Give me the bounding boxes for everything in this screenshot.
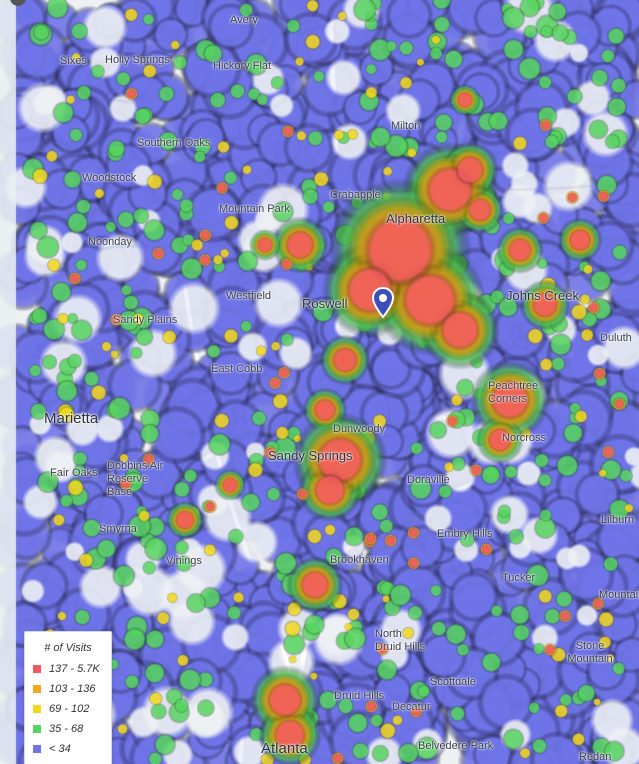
- place-label: Belvedere Park: [418, 740, 493, 752]
- legend-item: 69 - 102: [33, 702, 89, 716]
- place-label: Stone Mountain: [560, 640, 620, 666]
- legend-title: # of Visits: [25, 642, 111, 654]
- place-label: Atlanta: [261, 740, 308, 757]
- place-label: Doraville: [407, 474, 450, 486]
- place-label: Westfield: [226, 290, 271, 302]
- place-label: Scottdale: [430, 676, 476, 688]
- place-label: Southern Oaks: [137, 137, 210, 149]
- legend-item: 35 - 68: [33, 722, 83, 736]
- legend-label: 69 - 102: [49, 703, 89, 715]
- place-label: Mountain Park: [219, 203, 290, 215]
- place-label: Redan: [579, 751, 611, 763]
- location-pin-icon[interactable]: [372, 287, 394, 319]
- place-label: Dobbins Air Reserve Base: [107, 460, 171, 499]
- legend-item: 103 - 136: [33, 682, 95, 696]
- legend-swatch: [33, 725, 41, 733]
- place-label: Alpharetta: [386, 211, 445, 226]
- legend-label: < 34: [49, 743, 71, 755]
- place-label: Norcross: [502, 432, 546, 444]
- place-label: Sandy Plains: [113, 314, 177, 326]
- legend-item: < 34: [33, 742, 71, 756]
- place-label: Lilburn: [601, 514, 634, 526]
- place-label: Avery: [230, 14, 258, 26]
- place-label: Brookhaven: [330, 554, 389, 566]
- place-label: Roswell: [302, 296, 348, 311]
- legend-item: 137 - 5.7K: [33, 662, 100, 676]
- place-label: Johns Creek: [506, 288, 579, 303]
- place-label: Woodstock: [82, 172, 136, 184]
- legend-label: 137 - 5.7K: [49, 663, 100, 675]
- visits-legend: # of Visits 137 - 5.7K 103 - 136 69 - 10…: [24, 631, 112, 764]
- place-label: Sixes: [60, 55, 87, 67]
- place-label: Fair Oaks: [50, 467, 98, 479]
- legend-swatch: [33, 665, 41, 673]
- place-label: Tucker: [502, 572, 535, 584]
- place-label: Dunwoody: [333, 423, 385, 435]
- legend-label: 103 - 136: [49, 683, 95, 695]
- place-label: Embry Hills: [437, 528, 493, 540]
- place-label: Sandy Springs: [268, 448, 353, 463]
- place-label: Noonday: [88, 236, 132, 248]
- place-label: North Druid Hills: [375, 628, 431, 654]
- legend-swatch: [33, 685, 41, 693]
- place-label: Marietta: [44, 410, 98, 427]
- place-label: Vinings: [166, 555, 202, 567]
- legend-swatch: [33, 705, 41, 713]
- place-label: Crabapple: [330, 189, 381, 201]
- place-label: Hickory Flat: [213, 60, 271, 72]
- legend-label: 35 - 68: [49, 723, 83, 735]
- partial-top-icon: [6, 0, 32, 8]
- place-label: Peachtree Corners: [488, 380, 548, 406]
- place-label: East Cobb: [211, 363, 262, 375]
- place-label: Druid Hills: [334, 690, 384, 702]
- place-label: Holly Springs: [105, 54, 170, 66]
- place-label: Decatur: [392, 701, 431, 713]
- place-label: Duluth: [600, 332, 632, 344]
- place-label: Mountain: [599, 589, 639, 601]
- legend-swatch: [33, 745, 41, 753]
- place-label: Smyrna: [99, 523, 137, 535]
- place-label: Milton: [391, 120, 420, 132]
